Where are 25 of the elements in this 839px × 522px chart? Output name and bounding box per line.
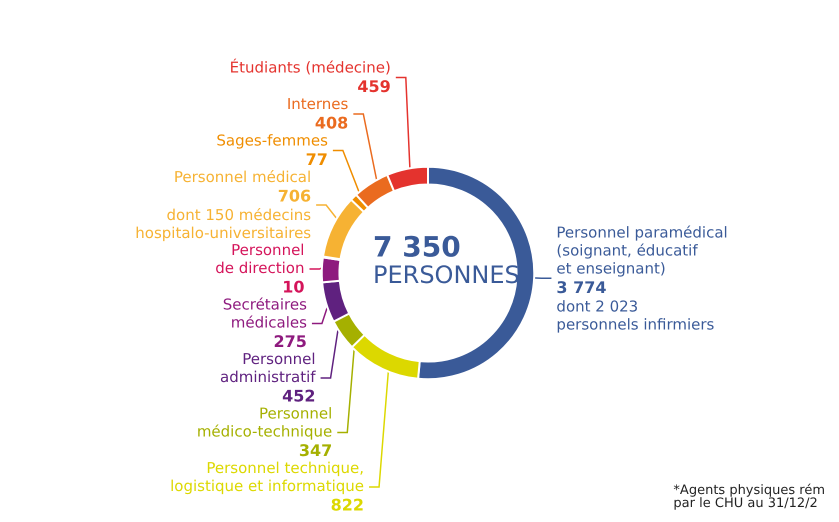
data-label: 77 (306, 150, 328, 169)
data-label: 10 (282, 278, 304, 296)
data-label: 3 774 (556, 278, 607, 297)
data-label: 706 (278, 186, 312, 206)
data-label: 822 (330, 496, 364, 514)
slice-label: Sages-femmes (216, 132, 328, 150)
slice-label: Personnel paramédical (soignant, éducatif et enseignant) (556, 223, 728, 278)
text: dont 2 023 personnels infirmiers (556, 297, 714, 334)
slice-label: Étudiants (médecine) (230, 58, 391, 76)
data-label: 459 (357, 77, 391, 96)
data-label: 452 (282, 386, 316, 406)
slice-label: Personnel technique, logistique et informatique (170, 459, 364, 495)
text: *Agents physiques rém par le CHU au 31/12/2 (673, 483, 826, 511)
slice-label: Personnel de direction (215, 241, 304, 277)
text: 7 350 (373, 230, 461, 264)
slice-label: Personnel médical (174, 168, 312, 186)
slice-label: Personnel médico-technique (196, 404, 332, 440)
text: PERSONNES (373, 261, 520, 289)
data-label: 347 (298, 441, 332, 460)
data-label: 408 (314, 114, 348, 132)
slice-label: Internes (286, 95, 349, 113)
slice-label: Secrétaires médicales (222, 296, 308, 332)
text: dont 150 médecins hospitalo-universitaires (135, 206, 312, 242)
data-label: 275 (274, 332, 307, 351)
slice-label: Personnel administratif (220, 350, 316, 386)
